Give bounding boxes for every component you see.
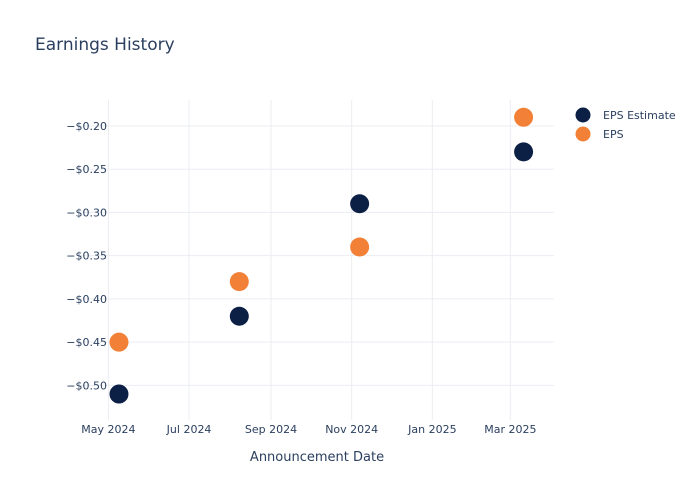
y-tick-label: −$0.50 [66,379,107,392]
eps-point [229,272,249,292]
x-tick-label: Nov 2024 [325,423,378,436]
x-tick-label: Sep 2024 [245,423,297,436]
eps-point [350,237,370,257]
y-axis-ticks: −$0.20 −$0.25 −$0.30 −$0.35 −$0.40 −$0.45 −$0.… [66,120,107,392]
legend: EPS Estimate EPS [575,107,676,142]
gridlines [78,100,554,420]
y-tick-label: −$0.30 [66,206,107,219]
x-tick-label: Jan 2025 [407,423,456,436]
y-tick-label: −$0.40 [66,293,107,306]
y-tick-label: −$0.20 [66,120,107,133]
legend-label: EPS Estimate [603,109,676,122]
legend-marker [575,126,591,142]
eps-point [514,107,534,127]
x-tick-label: Mar 2025 [484,423,536,436]
legend-label: EPS [603,128,624,141]
legend-marker [575,107,591,123]
data-points [109,107,534,404]
eps-estimate-point [514,142,534,162]
eps-estimate-point [229,306,249,326]
eps-estimate-point [350,194,370,214]
x-tick-label: May 2024 [81,423,135,436]
x-axis-ticks: May 2024 Jul 2024 Sep 2024 Nov 2024 Jan 2025… [81,423,536,436]
eps-estimate-point [109,384,129,404]
y-tick-label: −$0.45 [66,336,107,349]
chart-title: Earnings History [35,35,175,55]
x-axis-title: Announcement Date [250,450,384,465]
x-tick-label: Jul 2024 [166,423,212,436]
y-tick-label: −$0.35 [66,250,107,263]
eps-point [109,332,129,352]
y-tick-label: −$0.25 [66,163,107,176]
